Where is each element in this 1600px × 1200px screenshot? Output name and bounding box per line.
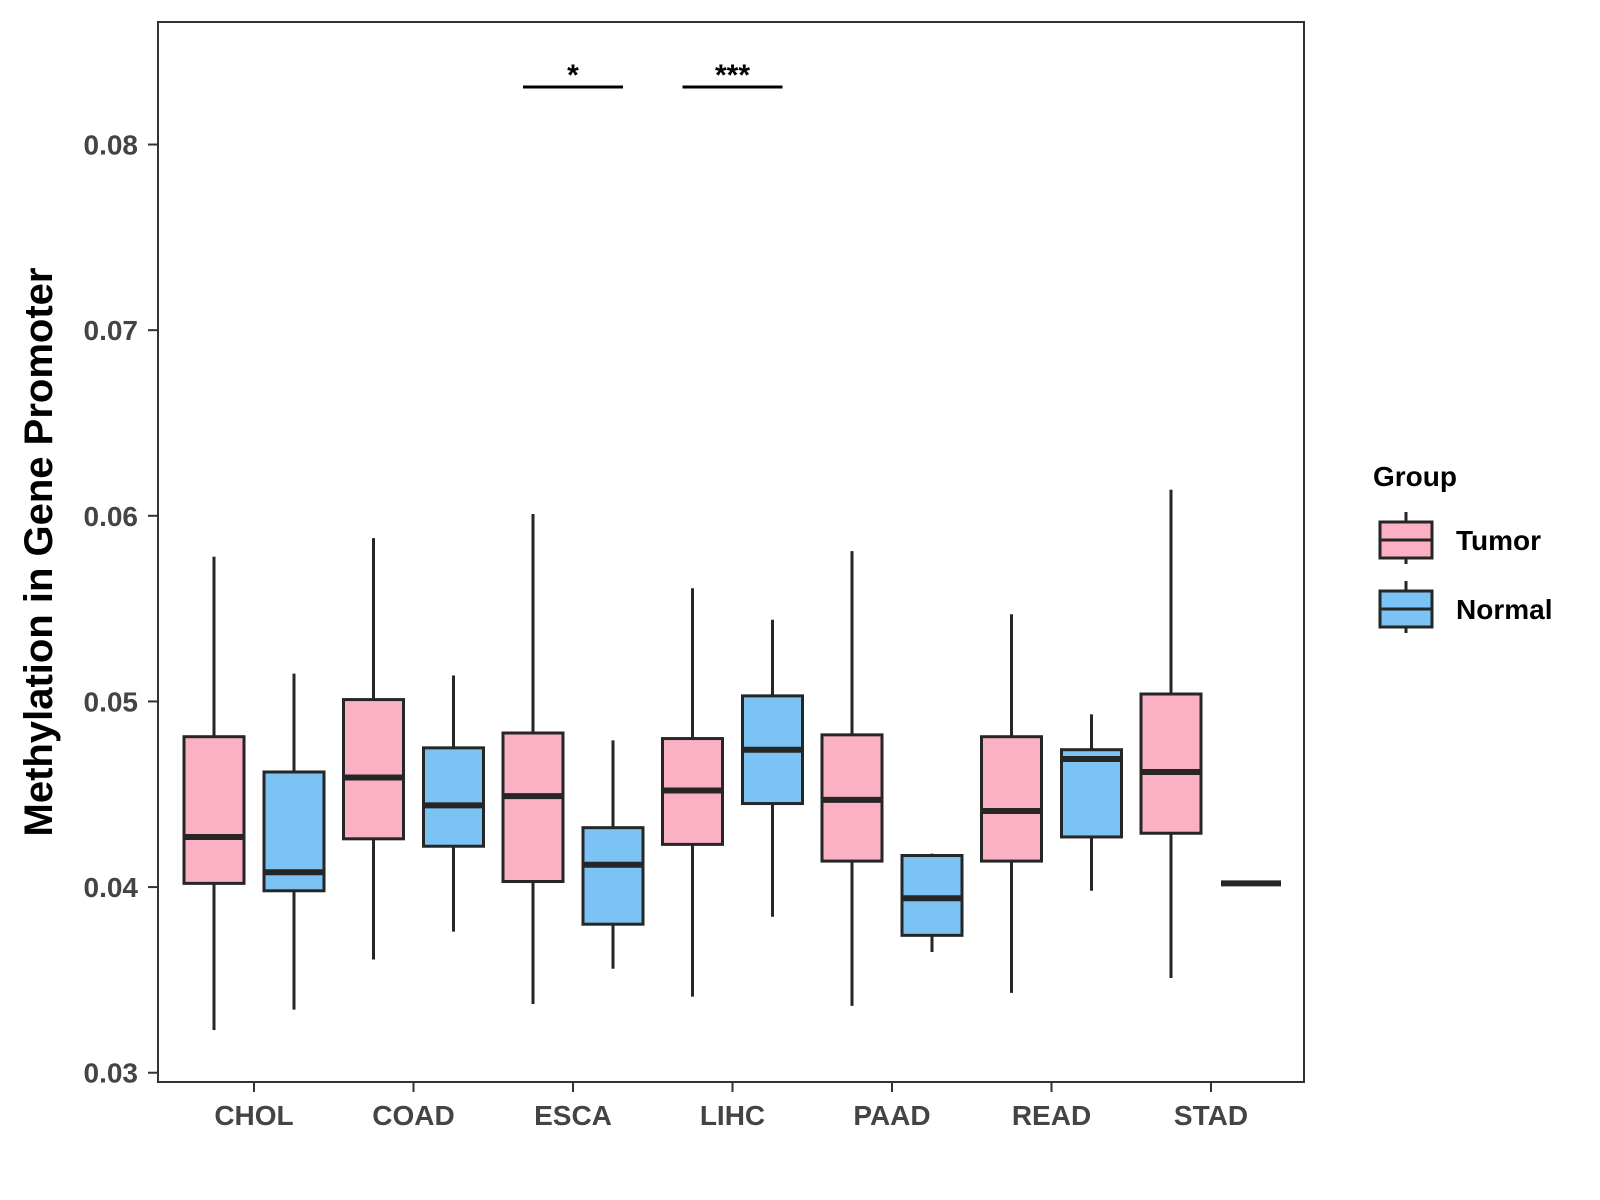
box-normal-paad xyxy=(900,853,964,953)
y-tick-label: 0.04 xyxy=(84,872,139,903)
box-body xyxy=(182,735,246,885)
y-tick-label: 0.05 xyxy=(84,686,139,717)
box-tumor-read xyxy=(980,614,1043,993)
box-body xyxy=(501,731,565,884)
y-tick-label: 0.08 xyxy=(84,130,139,161)
box-body xyxy=(1060,748,1123,839)
legend-label: Normal xyxy=(1456,594,1552,625)
box-normal-esca xyxy=(581,740,645,969)
box-body xyxy=(422,746,485,848)
x-tick-label: ESCA xyxy=(534,1100,612,1131)
legend-label: Tumor xyxy=(1456,525,1541,556)
legend-title: Group xyxy=(1373,461,1457,492)
legend: Group Tumor Normal xyxy=(1373,461,1552,633)
x-tick-label: CHOL xyxy=(214,1100,293,1131)
legend-entry-normal: Normal xyxy=(1378,581,1552,633)
box-tumor-chol xyxy=(182,556,246,1031)
significance-label: * xyxy=(567,59,579,92)
significance-esca: * xyxy=(523,59,623,92)
plot-panel-border xyxy=(157,21,1305,1083)
y-tick-label: 0.03 xyxy=(84,1058,139,1089)
y-axis-title: Methylation in Gene Promoter xyxy=(17,268,61,837)
x-tick-label: LIHC xyxy=(700,1100,765,1131)
box-normal-read xyxy=(1060,714,1123,891)
box-normal-coad xyxy=(422,675,485,932)
legend-entry-tumor: Tumor xyxy=(1378,512,1541,564)
box-tumor-esca xyxy=(501,513,565,1005)
x-tick-label: STAD xyxy=(1174,1100,1248,1131)
significance-lihc: *** xyxy=(682,59,783,92)
box-body xyxy=(581,826,645,926)
y-tick-label: 0.06 xyxy=(84,501,139,532)
y-axis: 0.03 0.04 0.05 0.06 0.07 0.08 xyxy=(84,130,158,1089)
box-normal-lihc xyxy=(741,619,804,917)
box-tumor-coad xyxy=(342,538,405,960)
box-body xyxy=(980,735,1043,863)
box-tumor-lihc xyxy=(661,588,724,997)
plot-area: * *** xyxy=(182,59,1281,1031)
box-tumor-stad xyxy=(1139,489,1203,979)
box-tumor-paad xyxy=(820,551,884,1006)
y-tick-label: 0.07 xyxy=(84,315,139,346)
box-body xyxy=(1139,692,1203,835)
significance-label: *** xyxy=(715,59,750,92)
x-tick-label: READ xyxy=(1012,1100,1091,1131)
box-normal-chol xyxy=(262,673,326,1010)
x-axis: CHOL COAD ESCA LIHC PAAD READ STAD xyxy=(214,1082,1248,1131)
x-tick-label: COAD xyxy=(372,1100,454,1131)
x-tick-label: PAAD xyxy=(853,1100,930,1131)
box-body xyxy=(342,698,405,841)
